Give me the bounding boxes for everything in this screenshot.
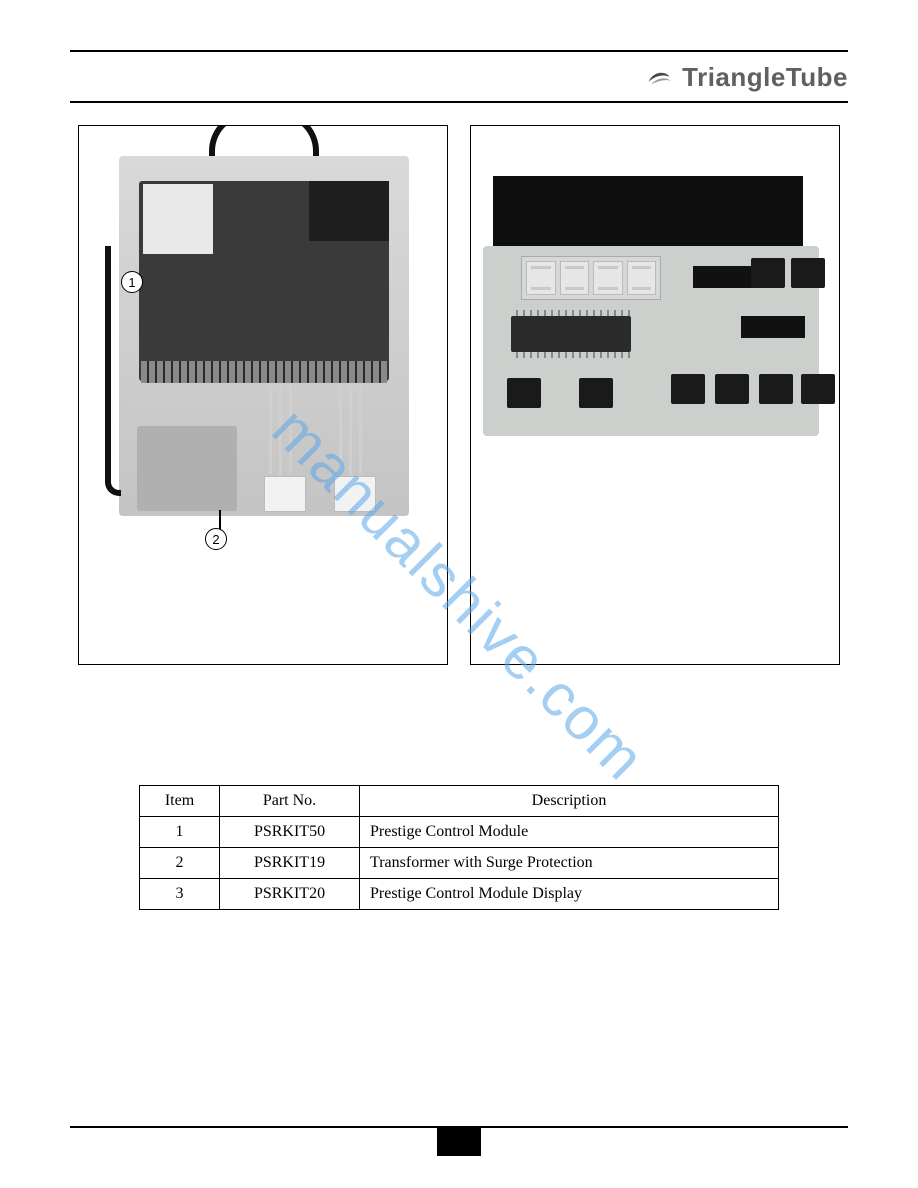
callout-2-leader: [219, 510, 221, 530]
header: TriangleTube: [70, 58, 848, 101]
cell-description: Prestige Control Module Display: [360, 879, 779, 910]
tact-button: [751, 258, 785, 288]
wire: [279, 384, 282, 479]
cell-item: 2: [140, 848, 220, 879]
digit: [627, 261, 657, 295]
terminal-strip: [141, 361, 387, 383]
tact-button: [671, 374, 705, 404]
connector: [264, 476, 306, 512]
page: TriangleTube 1 2: [0, 0, 918, 1188]
figure-display-pcb: [470, 125, 840, 665]
transformer: [137, 426, 237, 511]
cell-description: Transformer with Surge Protection: [360, 848, 779, 879]
ic-chip: [511, 316, 631, 352]
col-header-partno: Part No.: [220, 786, 360, 817]
top-rule: [70, 50, 848, 52]
tact-button: [759, 374, 793, 404]
callout-1: 1: [121, 271, 143, 293]
tact-button: [715, 374, 749, 404]
col-header-description: Description: [360, 786, 779, 817]
header-rule: [70, 101, 848, 103]
digit: [526, 261, 556, 295]
page-number-badge: [437, 1126, 481, 1156]
digit: [593, 261, 623, 295]
figures-row: 1 2: [70, 125, 848, 665]
table-header-row: Item Part No. Description: [140, 786, 779, 817]
wire: [289, 384, 292, 474]
table-row: 1 PSRKIT50 Prestige Control Module: [140, 817, 779, 848]
wire: [339, 384, 342, 474]
brand-logo-icon: [646, 65, 672, 91]
cell-item: 3: [140, 879, 220, 910]
header-connector: [693, 266, 757, 288]
digit: [560, 261, 590, 295]
table-row: 3 PSRKIT20 Prestige Control Module Displ…: [140, 879, 779, 910]
table-row: 2 PSRKIT19 Transformer with Surge Protec…: [140, 848, 779, 879]
seven-segment-display: [521, 256, 661, 300]
callout-2: 2: [205, 528, 227, 550]
cell-partno: PSRKIT19: [220, 848, 360, 879]
tact-button: [791, 258, 825, 288]
pcb-dark-cover: [493, 176, 803, 256]
control-board-label: [143, 184, 213, 254]
header-connector: [741, 316, 805, 338]
cable-side: [105, 246, 121, 496]
wire: [359, 384, 362, 474]
tact-button: [507, 378, 541, 408]
cell-partno: PSRKIT20: [220, 879, 360, 910]
col-header-item: Item: [140, 786, 220, 817]
cell-description: Prestige Control Module: [360, 817, 779, 848]
connector: [334, 476, 376, 512]
tact-button: [579, 378, 613, 408]
tact-button: [801, 374, 835, 404]
cell-partno: PSRKIT50: [220, 817, 360, 848]
parts-table: Item Part No. Description 1 PSRKIT50 Pre…: [139, 785, 779, 910]
control-board-block: [309, 181, 389, 241]
figure-control-module: 1 2: [78, 125, 448, 665]
wire: [269, 384, 272, 474]
wire: [349, 384, 352, 479]
cell-item: 1: [140, 817, 220, 848]
brand-name: TriangleTube: [682, 62, 848, 93]
